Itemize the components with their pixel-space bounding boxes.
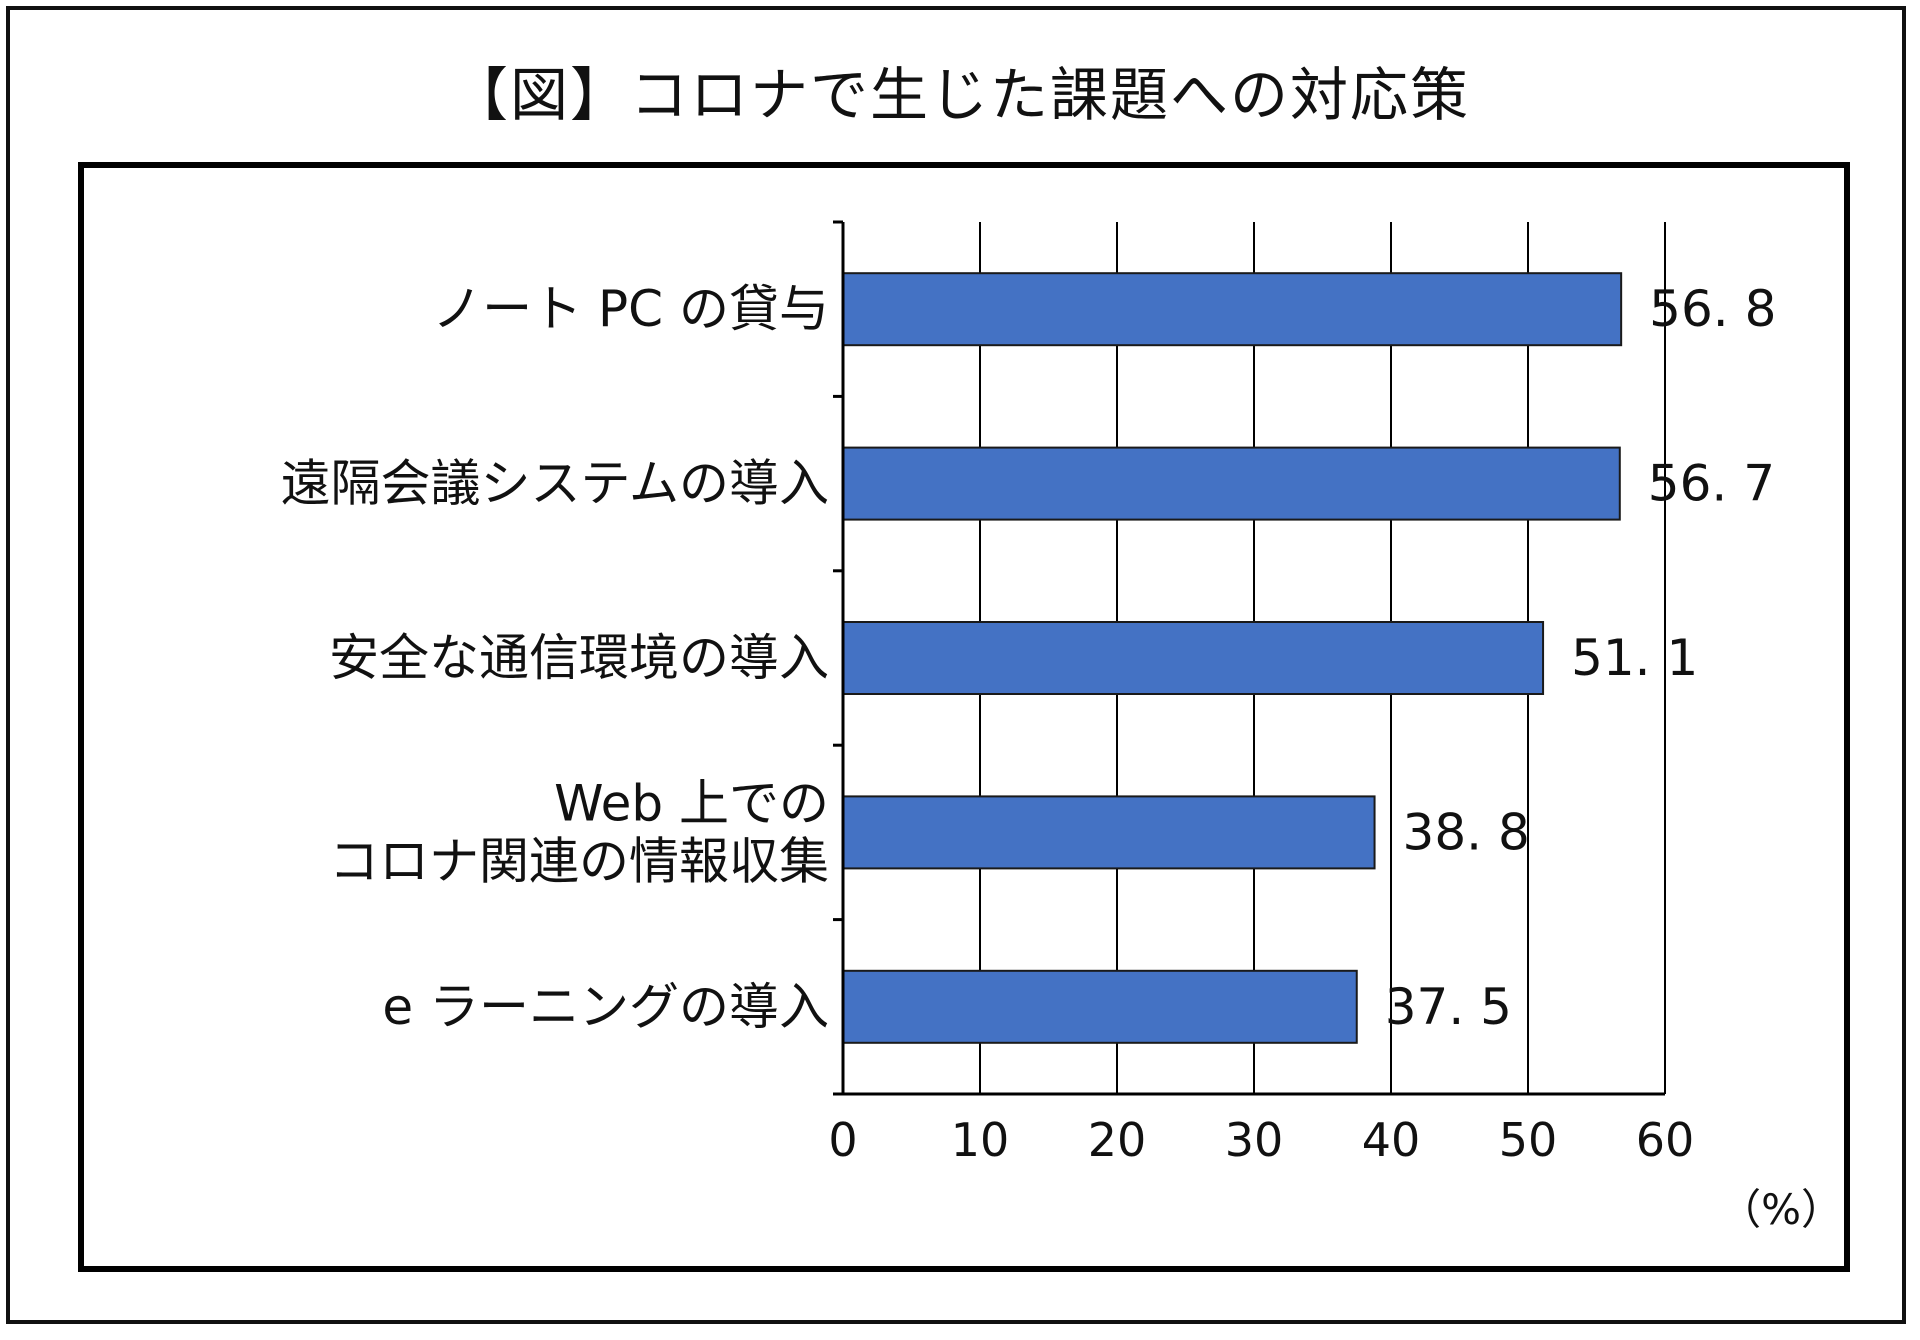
category-label-4-line-2: コロナ関連の情報収集 — [329, 832, 829, 890]
category-label-5: e ラーニングの導入 — [382, 978, 829, 1036]
bar-4 — [842, 795, 1376, 870]
bar-3 — [842, 621, 1545, 695]
category-label-2: 遠隔会議システムの導入 — [281, 455, 830, 513]
value-label-3: 51. 1 — [1571, 629, 1698, 687]
x-tick-label-30: 30 — [1225, 1113, 1284, 1167]
category-label-1: ノート PC の貸与 — [432, 280, 829, 338]
x-tick-label-40: 40 — [1362, 1113, 1421, 1167]
value-label-5: 37. 5 — [1385, 978, 1512, 1036]
x-tick-label-0: 0 — [828, 1113, 857, 1167]
category-label-4-line-1: Web 上での — [554, 774, 829, 832]
value-label-1: 56. 8 — [1649, 280, 1776, 338]
x-unit-label: （%） — [1719, 1185, 1843, 1234]
chart-title: 【図】コロナで生じた課題への対応策 — [449, 61, 1470, 129]
value-label-4: 38. 8 — [1403, 803, 1530, 861]
bar-1 — [842, 272, 1623, 347]
category-label-3: 安全な通信環境の導入 — [329, 629, 829, 687]
bar-2 — [842, 446, 1621, 521]
x-tick-label-20: 20 — [1088, 1113, 1147, 1167]
x-tick-label-10: 10 — [951, 1113, 1010, 1167]
value-label-2: 56. 7 — [1648, 455, 1775, 513]
chart-frame — [78, 162, 1850, 1272]
bar-5 — [842, 969, 1358, 1044]
x-tick-label-60: 60 — [1636, 1113, 1695, 1167]
x-tick-label-50: 50 — [1499, 1113, 1558, 1167]
